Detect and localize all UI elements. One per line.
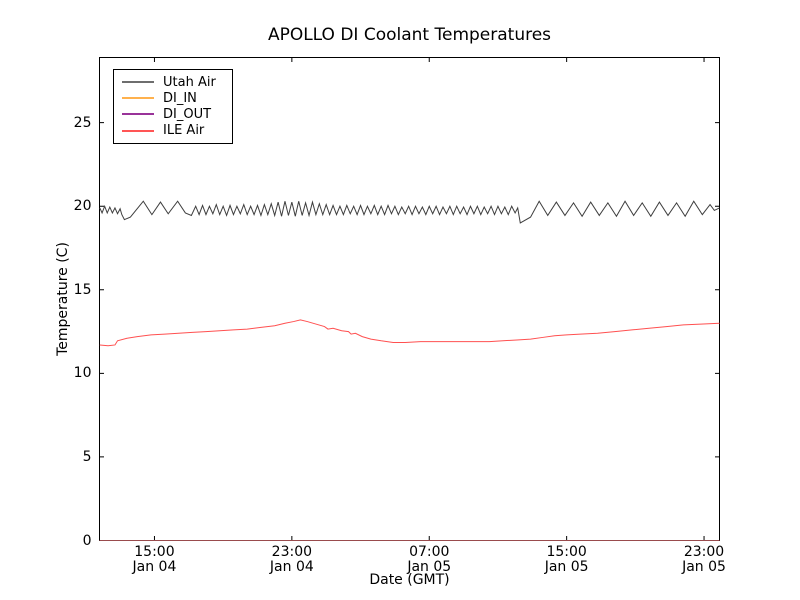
legend-entry-di-out: DI_OUT (122, 106, 226, 122)
x-tick-label: 07:00 Jan 05 (389, 543, 469, 575)
x-tick-time: 07:00 (409, 543, 450, 560)
legend-line-sample-di-out (122, 113, 154, 116)
y-tick-label: 10 (73, 365, 92, 382)
y-tick-label: 0 (82, 532, 92, 549)
x-tick-label: 15:00 Jan 05 (527, 543, 607, 575)
series-line-utah-air (99, 200, 720, 224)
legend-line-sample-utah-air (122, 81, 154, 84)
y-tick-label: 5 (82, 448, 92, 465)
x-tick-label: 23:00 Jan 04 (252, 543, 332, 575)
y-axis-label: Temperature (C) (55, 242, 71, 356)
x-tick-date: Jan 05 (544, 558, 589, 575)
x-tick-date: Jan 04 (132, 558, 177, 575)
x-tick-time: 15:00 (546, 543, 587, 560)
x-tick-date: Jan 05 (407, 558, 452, 575)
x-tick-date: Jan 04 (269, 558, 314, 575)
series-line-ile-air (99, 319, 720, 347)
legend-label: DI_OUT (163, 106, 212, 122)
legend-label: ILE Air (163, 123, 205, 139)
x-tick-label: 23:00 Jan 05 (664, 543, 744, 575)
x-tick-time: 23:00 (683, 543, 725, 560)
y-tick-label: 15 (73, 281, 92, 298)
x-tick-date: Jan 05 (682, 558, 726, 575)
legend-line-sample-di-in (122, 97, 154, 100)
x-tick-time: 15:00 (134, 543, 175, 560)
legend-entry-di-in: DI_IN (122, 90, 226, 106)
legend-line-sample-ile-air (122, 129, 154, 132)
legend: Utah Air DI_IN DI_OUT ILE Air (113, 69, 233, 144)
x-tick-time: 23:00 (271, 543, 313, 560)
legend-label: DI_IN (163, 90, 197, 106)
y-tick-label: 25 (73, 114, 92, 131)
legend-entry-ile-air: ILE Air (122, 123, 226, 139)
x-tick-label: 15:00 Jan 04 (114, 543, 194, 575)
chart-title: APOLLO DI Coolant Temperatures (267, 25, 552, 45)
legend-label: Utah Air (163, 74, 216, 90)
tick-marks (99, 57, 720, 541)
y-tick-label: 20 (73, 198, 92, 215)
legend-entry-utah-air: Utah Air (122, 74, 226, 90)
x-axis-label: Date (GMT) (369, 572, 450, 588)
